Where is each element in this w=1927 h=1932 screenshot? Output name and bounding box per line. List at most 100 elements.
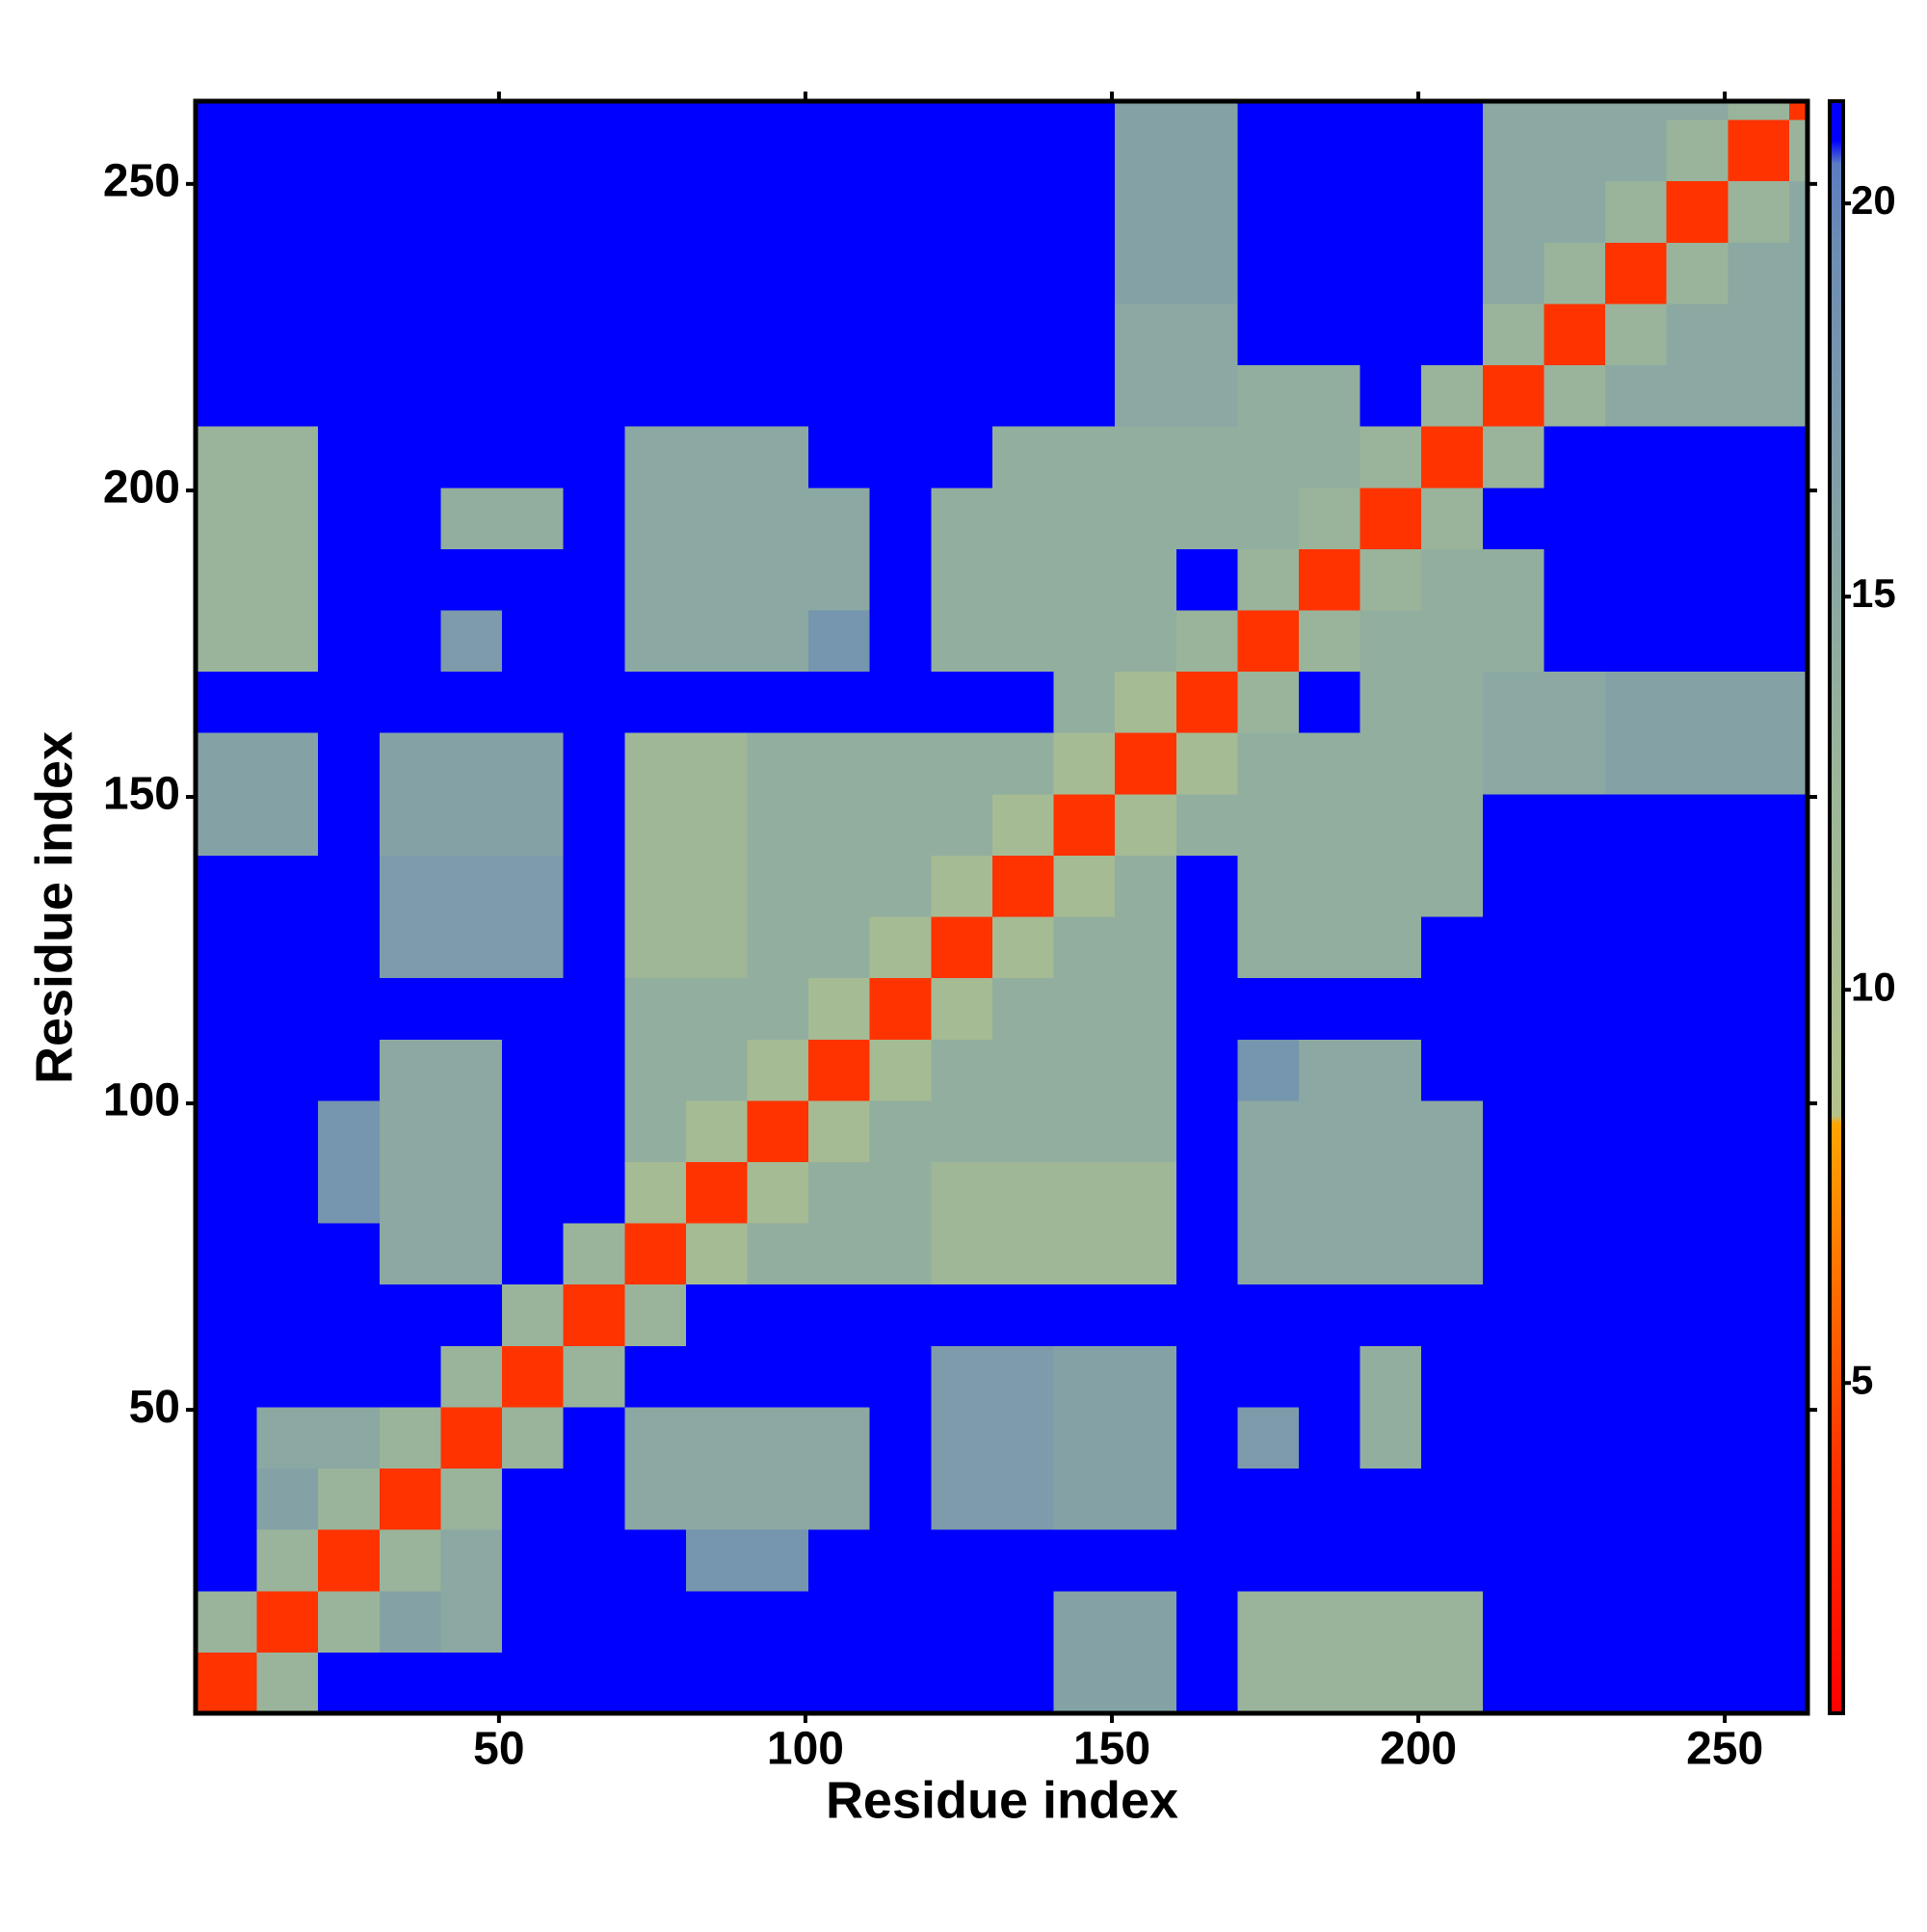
heatmap-cell xyxy=(869,180,932,243)
heatmap-cell xyxy=(502,548,565,611)
heatmap-cell xyxy=(1421,1468,1484,1530)
heatmap-cell xyxy=(1605,1468,1668,1530)
heatmap-cell xyxy=(1421,1652,1484,1714)
heatmap-cell xyxy=(318,1099,381,1162)
heatmap-cell xyxy=(931,426,993,489)
heatmap-cell xyxy=(502,180,565,243)
heatmap-cell xyxy=(440,1223,503,1285)
heatmap-cell xyxy=(318,609,381,673)
heatmap-cell xyxy=(1115,1161,1177,1224)
heatmap-cell xyxy=(747,855,809,917)
heatmap-cell xyxy=(1053,242,1116,304)
heatmap-cell xyxy=(991,1529,1055,1592)
heatmap-cell xyxy=(1421,180,1484,243)
heatmap-cell xyxy=(1544,1223,1606,1285)
heatmap-cell xyxy=(1299,1284,1361,1346)
heatmap-cell xyxy=(808,793,871,856)
heatmap-cell xyxy=(1359,1223,1422,1285)
heatmap-cell xyxy=(563,487,625,549)
heatmap-cell xyxy=(1175,426,1238,489)
heatmap-cell xyxy=(1544,426,1606,489)
heatmap-cell xyxy=(685,855,749,917)
heatmap-cell xyxy=(256,180,319,243)
heatmap-cell xyxy=(379,242,441,304)
heatmap-cell xyxy=(1175,793,1238,856)
heatmap-cell xyxy=(563,1652,625,1714)
heatmap-cell xyxy=(991,732,1055,795)
heatmap-cell xyxy=(808,1652,871,1714)
heatmap-cell xyxy=(1544,855,1606,917)
heatmap-cell xyxy=(1053,1345,1116,1408)
heatmap-cell xyxy=(256,303,319,366)
heatmap-cell xyxy=(869,1284,932,1346)
heatmap-cell xyxy=(869,1468,932,1530)
heatmap-cell xyxy=(1053,101,1116,120)
heatmap-cell xyxy=(1053,1039,1116,1101)
heatmap-cell xyxy=(1605,1529,1668,1592)
heatmap-cell xyxy=(624,1406,687,1469)
heatmap-cell xyxy=(1237,609,1300,673)
heatmap-cell xyxy=(256,1039,319,1101)
heatmap-cell xyxy=(1605,180,1668,243)
heatmap-cell xyxy=(1788,732,1808,795)
heatmap-cell xyxy=(256,1223,319,1285)
heatmap-cell xyxy=(1175,1652,1238,1714)
heatmap-cell xyxy=(1788,977,1808,1040)
heatmap-cell xyxy=(624,1039,687,1101)
heatmap-cell xyxy=(808,1284,871,1346)
heatmap-cell xyxy=(379,303,441,366)
heatmap-cell xyxy=(808,487,871,549)
heatmap-cell xyxy=(747,1468,809,1530)
heatmap-cell xyxy=(440,242,503,304)
heatmap-cell xyxy=(1605,1590,1668,1653)
heatmap-cell xyxy=(991,1161,1055,1224)
heatmap-cell xyxy=(1359,426,1422,489)
heatmap-cell xyxy=(440,1039,503,1101)
heatmap-cell xyxy=(318,1406,381,1469)
heatmap-cell xyxy=(991,1284,1055,1346)
heatmap-cell xyxy=(1115,671,1177,733)
heatmap-cell xyxy=(624,242,687,304)
heatmap-cell xyxy=(196,916,258,979)
heatmap-cell xyxy=(1299,793,1361,856)
heatmap-cell xyxy=(440,364,503,427)
heatmap-cell xyxy=(1421,242,1484,304)
heatmap-cell xyxy=(1421,1039,1484,1101)
heatmap-cell xyxy=(991,855,1055,917)
heatmap-cell xyxy=(1728,671,1790,733)
heatmap-cell xyxy=(1482,1406,1544,1469)
heatmap-cell xyxy=(318,487,381,549)
heatmap-cell xyxy=(1115,1099,1177,1162)
heatmap-cell xyxy=(502,1161,565,1224)
heatmap-cell xyxy=(1421,1345,1484,1408)
heatmap-cell xyxy=(808,364,871,427)
heatmap-cell xyxy=(1666,1039,1729,1101)
heatmap-cell xyxy=(1788,1223,1808,1285)
heatmap-cell xyxy=(991,1345,1055,1408)
heatmap-cell xyxy=(196,242,258,304)
heatmap-cell xyxy=(1605,101,1668,120)
heatmap-cell xyxy=(1666,180,1729,243)
heatmap-cell xyxy=(869,732,932,795)
heatmap-cell xyxy=(991,609,1055,673)
heatmap-cell xyxy=(1115,732,1177,795)
heatmap-cell xyxy=(256,1590,319,1653)
heatmap-cell xyxy=(931,732,993,795)
heatmap-cell xyxy=(1544,609,1606,673)
heatmap-cell xyxy=(563,1529,625,1592)
heatmap-cell xyxy=(1237,487,1300,549)
heatmap-cell xyxy=(440,793,503,856)
heatmap-cell xyxy=(563,426,625,489)
heatmap-cell xyxy=(991,242,1055,304)
heatmap-cell xyxy=(1237,1590,1300,1653)
heatmap-cell xyxy=(1175,855,1238,917)
heatmap-cell xyxy=(1299,1468,1361,1530)
heatmap-cell xyxy=(931,793,993,856)
heatmap-cell xyxy=(1359,1284,1422,1346)
heatmap-cell xyxy=(808,1406,871,1469)
heatmap-cell xyxy=(1115,180,1177,243)
heatmap-cell xyxy=(196,977,258,1040)
heatmap-cell xyxy=(869,916,932,979)
heatmap-cell xyxy=(931,548,993,611)
colorbar-tick-label: 15 xyxy=(1851,570,1896,616)
